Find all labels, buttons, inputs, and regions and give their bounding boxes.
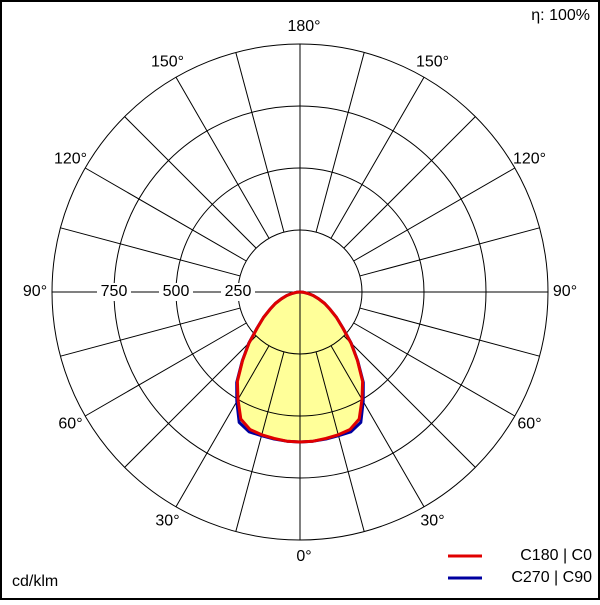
angle-tick-label: 120° (513, 151, 546, 168)
angle-tick-label: 180° (287, 18, 320, 35)
spoke (175, 345, 270, 508)
angle-tick-label: 150° (151, 54, 184, 71)
spoke (175, 76, 270, 239)
outer-ring (51, 43, 549, 541)
spoke (330, 345, 425, 508)
angle-tick-label: 60° (58, 416, 82, 433)
legend-label: C180 | C0 (520, 547, 592, 564)
angle-tick-label: 120° (54, 151, 87, 168)
area (237, 292, 300, 442)
spoke (124, 116, 257, 249)
spoke (235, 351, 285, 532)
r-tick-label: 250 (225, 283, 252, 300)
spoke (353, 167, 516, 262)
series-line (235, 290, 301, 444)
spoke (84, 322, 247, 417)
spoke (315, 351, 365, 532)
spoke (353, 322, 516, 417)
legend-label: C270 | C90 (511, 569, 592, 586)
spoke (359, 307, 540, 357)
area (300, 292, 363, 442)
spoke (359, 227, 540, 277)
r-tick-label: 750 (101, 283, 128, 300)
spoke (330, 76, 425, 239)
spoke (60, 227, 241, 277)
angle-tick-label: 30° (155, 513, 179, 530)
angle-tick-label: 30° (420, 513, 444, 530)
r-tick-label: 500 (163, 283, 190, 300)
angle-tick-label: 90° (553, 283, 577, 300)
spoke (60, 307, 241, 357)
angle-tick-label: 90° (23, 283, 47, 300)
efficiency-label: η: 100% (531, 7, 590, 24)
spoke (343, 335, 476, 468)
label-bg (159, 283, 193, 301)
spoke (124, 335, 257, 468)
spoke (315, 52, 365, 233)
spoke (235, 52, 285, 233)
angle-tick-label: 60° (517, 416, 541, 433)
series-line (299, 290, 365, 444)
angle-tick-label: 0° (296, 548, 311, 565)
label-bg (221, 283, 255, 301)
label-bg (97, 283, 131, 301)
spoke (343, 116, 476, 249)
unit-label: cd/klm (12, 573, 58, 590)
angle-tick-label: 150° (416, 54, 449, 71)
spoke (84, 167, 247, 262)
